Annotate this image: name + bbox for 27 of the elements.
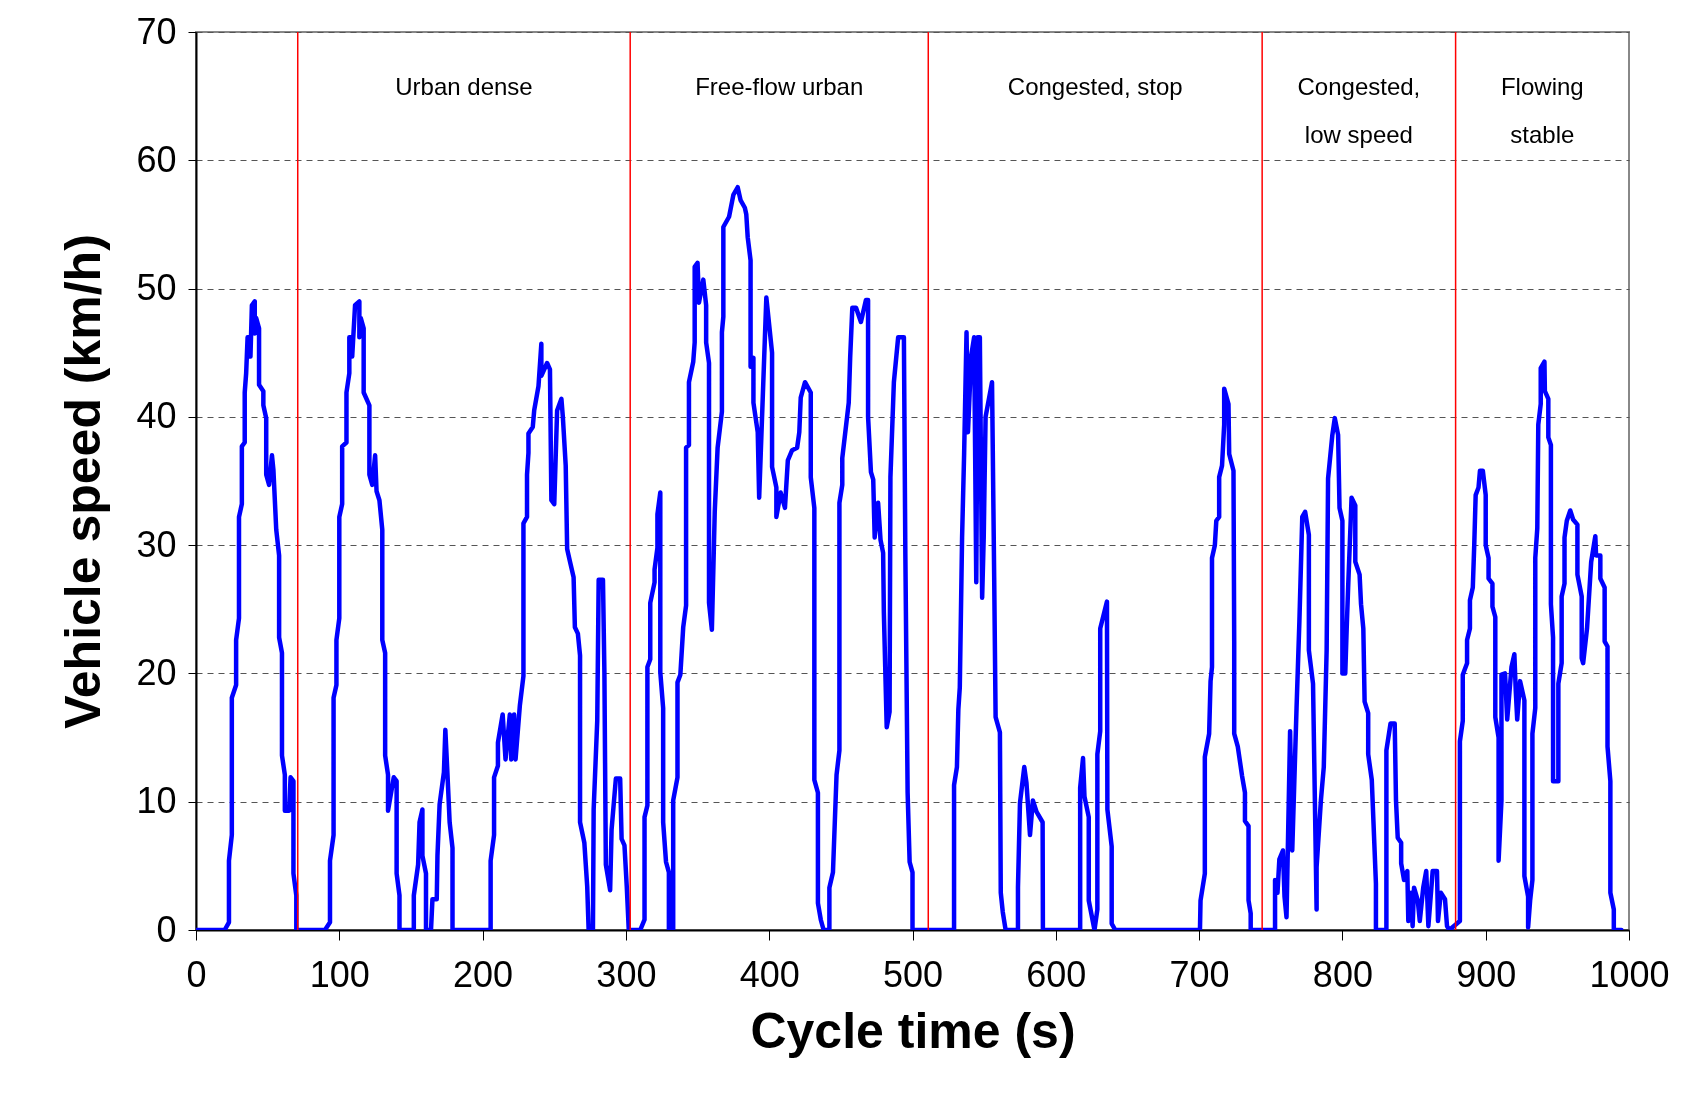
x-tick-label: 300 [596, 953, 657, 995]
x-axis-title: Cycle time (s) [750, 1002, 1076, 1059]
x-tick-label: 1000 [1589, 953, 1670, 995]
x-tick-label: 700 [1169, 953, 1230, 995]
x-tick-label: 600 [1026, 953, 1087, 995]
annotation: Congested, stop [1007, 73, 1183, 100]
x-tick-label: 500 [882, 953, 944, 995]
y-tick-label: 30 [136, 523, 177, 565]
annotation: Congested, low speed [1297, 73, 1421, 148]
y-tick-label: 70 [136, 10, 177, 52]
y-tick-label: 40 [136, 395, 177, 437]
x-tick-label: 900 [1456, 953, 1517, 995]
x-tick-label: 400 [739, 953, 800, 995]
x-tick-label: 200 [453, 953, 514, 995]
x-tick-label: 0 [186, 953, 207, 995]
y-tick-label: 20 [136, 651, 177, 693]
line-series [196, 184, 1624, 930]
annotation: Free-flow urban [695, 73, 864, 100]
y-tick-label: 50 [136, 267, 177, 309]
y-tick-label: 0 [156, 908, 177, 950]
annotation: Flowing stable [1500, 73, 1584, 148]
annotation: Urban dense [395, 73, 533, 100]
x-tick-label: 100 [309, 953, 370, 995]
x-tick-label: 800 [1312, 953, 1373, 995]
y-tick-label: 60 [136, 138, 177, 180]
y-axis-title: Vehicle speed (km/h) [55, 234, 112, 729]
y-tick-label: 10 [136, 780, 177, 822]
